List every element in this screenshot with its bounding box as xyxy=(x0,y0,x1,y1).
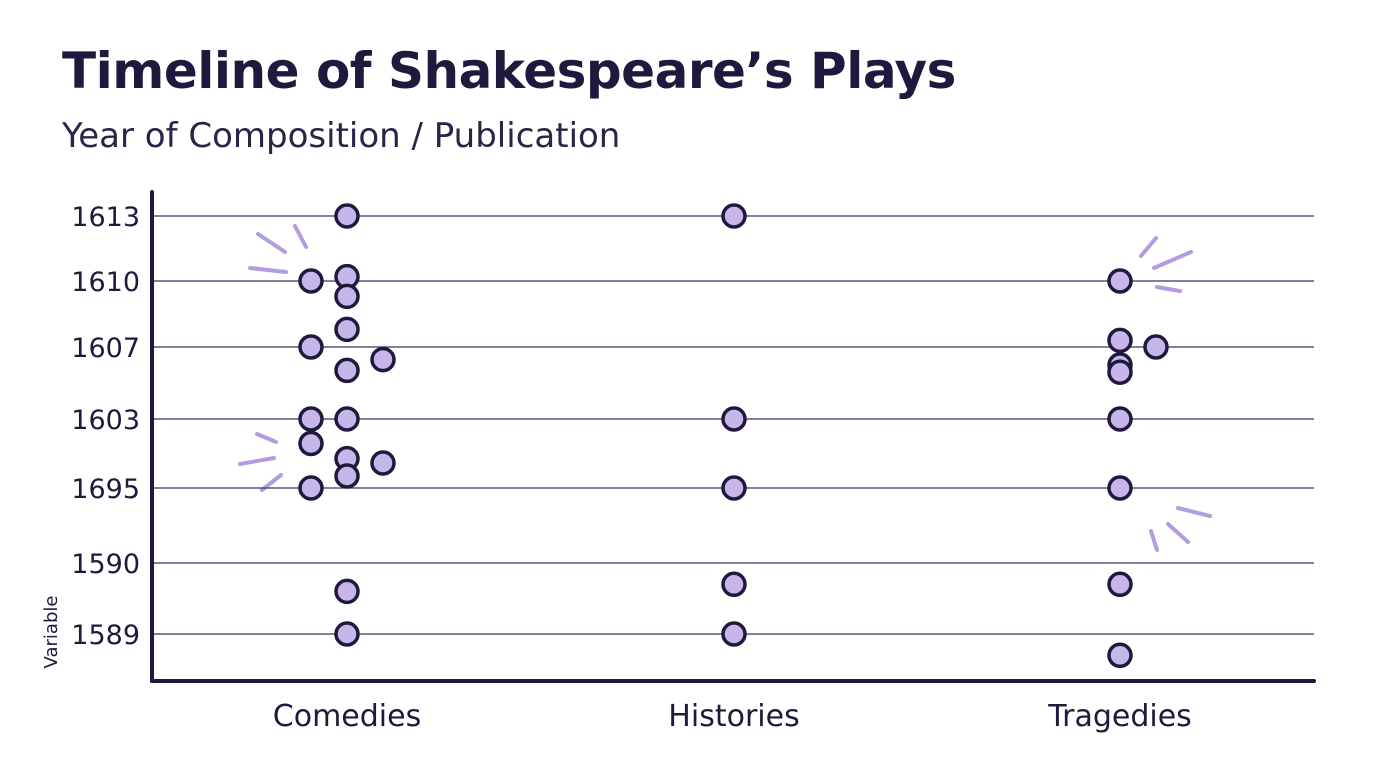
data-point xyxy=(370,346,396,373)
accent-stroke xyxy=(1149,529,1159,552)
data-point xyxy=(1107,571,1133,598)
accent-stroke xyxy=(248,266,288,274)
data-point xyxy=(1143,334,1169,360)
data-point xyxy=(721,203,747,229)
data-point xyxy=(334,406,360,432)
y-tick-label: 1613 xyxy=(71,202,140,233)
accent-stroke xyxy=(293,224,308,249)
y-tick-label: 1590 xyxy=(71,549,140,580)
category-label: Comedies xyxy=(273,699,421,734)
category-label: Tragedies xyxy=(1047,699,1192,734)
data-point xyxy=(334,578,360,605)
data-point xyxy=(334,357,360,384)
y-tick-label: 1603 xyxy=(71,405,140,436)
category-label: Histories xyxy=(668,699,799,734)
y-axis-title: Variable xyxy=(41,596,62,669)
data-point xyxy=(1107,475,1133,501)
data-point xyxy=(334,283,360,310)
y-tick-labels: 1613 1610 1607 1603 1695 1590 1589 xyxy=(71,202,140,651)
data-point xyxy=(1107,327,1133,354)
data-point xyxy=(1107,406,1133,432)
chart-subtitle: Year of Composition / Publication xyxy=(62,116,621,156)
data-point xyxy=(721,571,747,598)
data-point xyxy=(1107,642,1133,669)
data-point xyxy=(334,203,360,229)
y-tick-label: 1695 xyxy=(71,474,140,505)
category-labels: Comedies Histories Tragedies xyxy=(273,699,1192,734)
data-point xyxy=(1107,359,1133,385)
data-point xyxy=(298,406,324,432)
y-tick-label: 1589 xyxy=(71,620,140,651)
accent-stroke xyxy=(1176,506,1212,518)
y-tick-label: 1607 xyxy=(71,333,140,364)
chart-title: Timeline of Shakespeare’s Plays xyxy=(62,42,956,100)
data-point xyxy=(298,334,324,360)
y-tick-label: 1610 xyxy=(71,267,140,298)
data-point xyxy=(370,450,396,476)
accent-stroke xyxy=(1139,236,1158,258)
data-point xyxy=(298,475,324,501)
data-point xyxy=(298,430,324,457)
data-point xyxy=(298,268,324,294)
accent-stroke xyxy=(1166,522,1190,544)
decorative-accents xyxy=(238,224,1212,552)
data-point xyxy=(721,475,747,501)
accent-stroke xyxy=(238,456,276,466)
data-point xyxy=(334,621,360,647)
data-points xyxy=(298,203,1169,669)
accent-stroke xyxy=(256,232,287,254)
data-point xyxy=(334,463,360,489)
accent-stroke xyxy=(1152,250,1193,270)
axes xyxy=(150,190,1316,683)
accent-stroke xyxy=(1155,285,1182,293)
accent-stroke xyxy=(255,432,278,444)
data-point xyxy=(1107,268,1133,294)
data-point xyxy=(334,316,360,343)
data-point xyxy=(721,406,747,432)
data-point xyxy=(721,621,747,647)
